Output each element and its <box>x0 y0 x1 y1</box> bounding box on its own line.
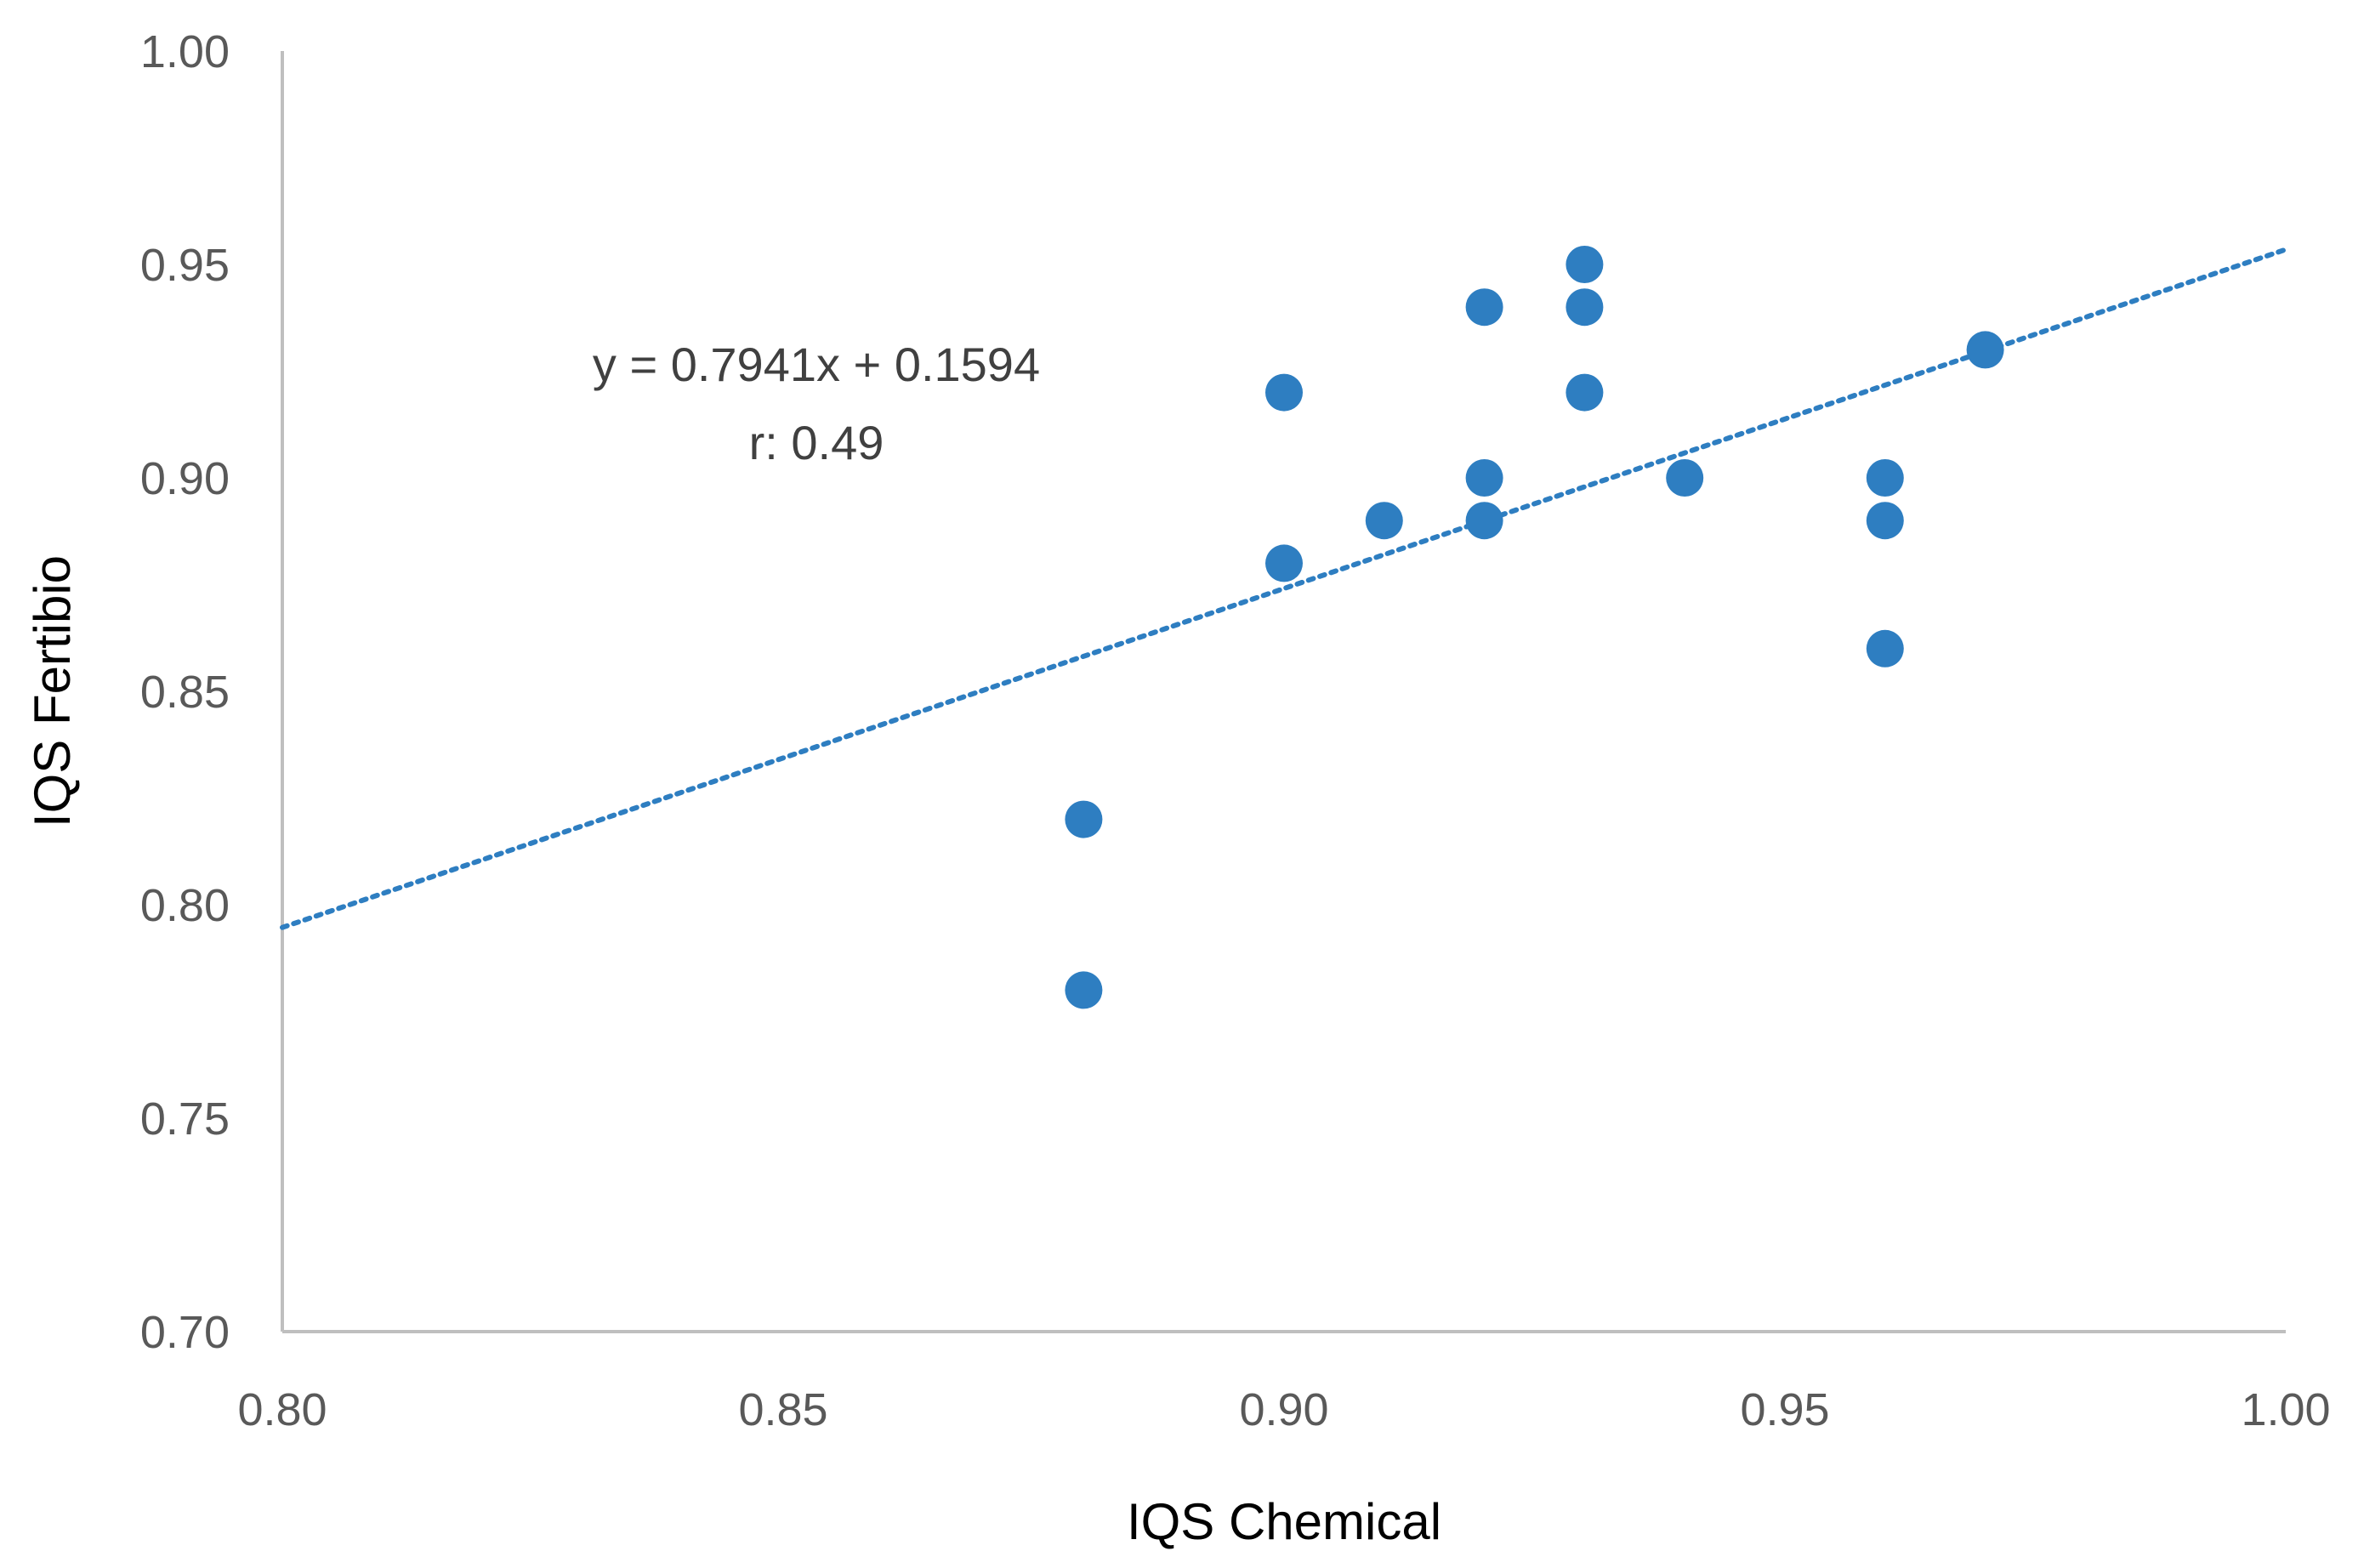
data-point <box>1065 800 1103 838</box>
y-tick-label: 1.00 <box>140 26 230 77</box>
data-point <box>1966 331 2004 369</box>
correlation-label: r: 0.49 <box>749 416 884 469</box>
data-point <box>1866 629 1904 668</box>
data-point <box>1666 459 1704 497</box>
x-tick-label: 0.85 <box>738 1384 827 1435</box>
y-tick-label: 0.75 <box>140 1094 230 1145</box>
data-points <box>1065 246 2004 1009</box>
data-point <box>1265 373 1303 412</box>
y-tick-label: 0.90 <box>140 453 230 504</box>
data-point <box>1365 502 1403 540</box>
x-tick-label: 0.90 <box>1239 1384 1328 1435</box>
data-point <box>1566 288 1604 327</box>
data-point <box>1465 502 1503 540</box>
data-point <box>1566 246 1604 283</box>
x-tick-labels: 0.80 0.85 0.90 0.95 1.00 <box>237 1384 2330 1435</box>
x-tick-label: 1.00 <box>2241 1384 2330 1435</box>
data-point <box>1866 502 1904 540</box>
data-point <box>1465 288 1503 327</box>
y-tick-label: 0.95 <box>140 240 230 291</box>
data-point <box>1065 971 1103 1009</box>
y-tick-label: 0.80 <box>140 880 230 931</box>
y-tick-label: 0.85 <box>140 667 230 718</box>
data-point <box>1866 459 1904 497</box>
y-tick-labels: 0.70 0.75 0.80 0.85 0.90 0.95 1.00 <box>140 26 230 1358</box>
data-point <box>1465 459 1503 497</box>
trendline <box>280 247 2288 930</box>
y-axis-title: IQS Fertibio <box>24 555 81 827</box>
axes <box>281 51 2286 1333</box>
x-tick-label: 0.80 <box>237 1384 327 1435</box>
y-tick-label: 0.70 <box>140 1307 230 1358</box>
data-point <box>1566 373 1604 412</box>
trendline-equation: y = 0.7941x + 0.1594 <box>593 338 1040 391</box>
x-axis-title: IQS Chemical <box>1127 1493 1441 1550</box>
data-point <box>1265 544 1303 582</box>
x-tick-label: 0.95 <box>1740 1384 1829 1435</box>
